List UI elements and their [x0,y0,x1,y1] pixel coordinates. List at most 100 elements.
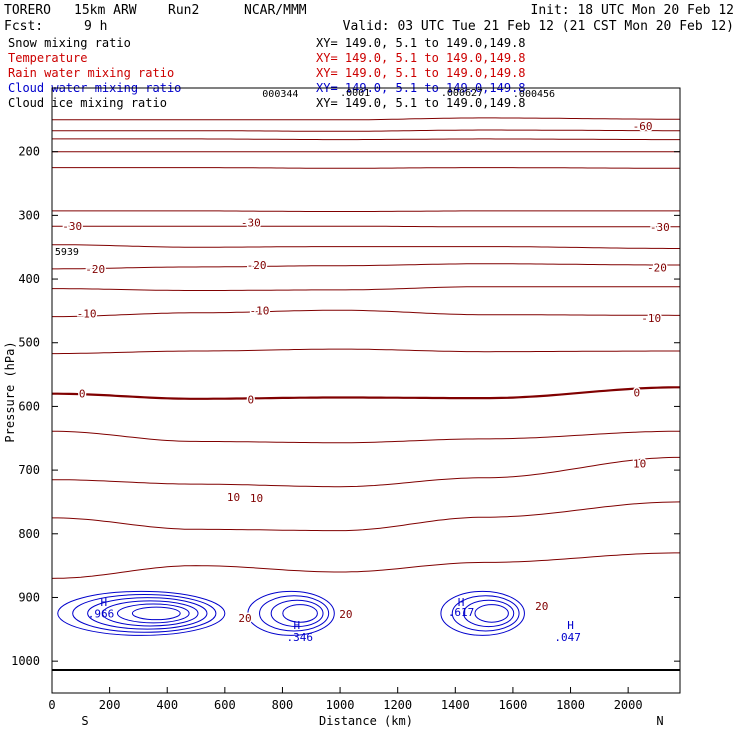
scattered-value-label: .000456 [513,89,555,100]
y-tick-label: 400 [18,272,40,286]
temp-contour-line [52,430,680,444]
x-tick-label: 1200 [383,698,412,712]
x-axis-title: Distance (km) [319,714,413,728]
temp-contour-label: -30 [62,220,82,233]
field-xy-snow: XY= 149.0, 5.1 to 149.0,149.8 [316,36,526,50]
cloud-water-label: .346 [286,631,313,644]
model-source: NCAR/MMM [244,3,307,18]
temp-contour-label: 10 [250,492,263,505]
temp-contour-label: 10 [633,458,646,471]
temp-contour-line [52,138,680,141]
scattered-value-label: .0001 [340,88,370,99]
cloud-water-label: H [294,619,301,632]
cloud-water-label: .966 [88,607,115,620]
temp-contour-line [52,210,680,212]
cloud-water-label: .047 [554,631,581,644]
x-tick-label: 2000 [614,698,643,712]
cloud-water-contours [57,590,525,636]
x-tick-label: 400 [156,698,178,712]
plot-area: -60 -30 -30 -30 -20 -20 -20 -10 -10 -10 0 0 0 10 10 10 2… [11,87,681,712]
cloud-water-label: H [567,619,574,632]
temp-contour-label: -20 [247,259,267,272]
temp-contour-line [52,348,680,355]
cloud-water-contour [282,604,318,623]
x-tick-label: 1600 [498,698,527,712]
cloud-water-contour [87,597,208,630]
temp-contour-line [52,386,680,400]
temp-contour-label: 0 [247,393,254,406]
temperature-contours [51,117,681,579]
y-tick-label: 500 [18,336,40,350]
cloud-water-contour [463,599,515,628]
temp-contour-label: 20 [535,600,548,613]
temp-contour-label: -60 [633,120,653,133]
cloud-water-contour [270,599,324,628]
model-name: TORERO [4,3,51,18]
cloud-water-contour [247,590,335,636]
temp-contour-line [52,129,680,132]
y-tick-label: 600 [18,399,40,413]
scattered-value-label: .000627 [441,88,483,99]
temp-contour-line [52,501,681,532]
cloud-water-contour [72,594,217,633]
cloud-water-contour [116,603,190,624]
field-xy-rain: XY= 149.0, 5.1 to 149.0,149.8 [316,66,526,80]
temp-contour-label: -10 [77,307,97,320]
model-resolution: 15km ARW [74,3,137,18]
temp-contour-label: 0 [633,386,640,399]
cloud-water-contour [57,590,226,636]
cloud-water-contour [131,606,181,621]
x-tick-label: 800 [272,698,294,712]
temp-contour-line [52,244,680,249]
cloud-water-contour [474,604,509,623]
valid-time: Valid: 03 UTC Tue 21 Feb 12 (21 CST Mon … [343,19,734,34]
temp-contour-label: -10 [641,312,661,325]
cloud-water-label: H [101,596,108,609]
temperature-contour-labels: -60 -30 -30 -30 -20 -20 -20 -10 -10 -10 0 0 0 10 10 10 2… [61,119,672,627]
temp-contour-label: -10 [249,304,269,317]
scattered-value-labels: 000344 .0001 .000627 .000456 5939 [55,88,555,258]
cloud-water-contour [102,600,199,627]
temp-contour-label: 20 [339,608,352,621]
field-name-snow: Snow mixing ratio [8,36,131,50]
x-tick-label: 1400 [441,698,470,712]
x-tick-label: 1800 [556,698,585,712]
x-tick-label: 1000 [326,698,355,712]
direction-north: N [656,714,663,728]
y-tick-label: 800 [18,527,40,541]
forecast-label: Fcst: [4,19,43,34]
field-name-rain: Rain water mixing ratio [8,66,174,80]
field-name-temperature: Temperature [8,51,87,65]
cloud-water-label: H [458,596,465,609]
temp-contour-label: -20 [647,262,667,275]
temp-contour-line [52,117,680,121]
field-name-cloud-ice: Cloud ice mixing ratio [8,96,167,110]
temp-contour-line [52,456,680,488]
y-tick-label: 900 [18,590,40,604]
x-tick-label: 600 [214,698,236,712]
model-run: Run2 [168,3,199,18]
y-tick-label: 700 [18,463,40,477]
temp-contour-label: -30 [241,216,261,229]
y-axis-title: Pressure (hPa) [3,341,17,442]
init-time: Init: 18 UTC Mon 20 Feb 12 [531,3,735,18]
scattered-value-label: 5939 [55,247,79,258]
y-tick-label: 1000 [11,654,40,668]
cloud-water-contour [259,595,330,632]
temp-contour-label: -30 [650,221,670,234]
field-xy-cloud-ice: XY= 149.0, 5.1 to 149.0,149.8 [316,96,526,110]
temp-contour-label: -20 [85,263,105,276]
forecast-hour: 9 h [84,19,107,34]
temp-contour-label: 0 [79,388,86,401]
temp-contour-label: 10 [227,491,240,504]
temp-contour-line [52,263,680,270]
temp-contour-line [51,552,680,579]
field-xy-temperature: XY= 149.0, 5.1 to 149.0,149.8 [316,51,526,65]
temp-contour-line [52,225,680,228]
scattered-value-label: 000344 [262,89,298,100]
x-tick-label: 200 [99,698,121,712]
x-tick-label: 0 [48,698,55,712]
